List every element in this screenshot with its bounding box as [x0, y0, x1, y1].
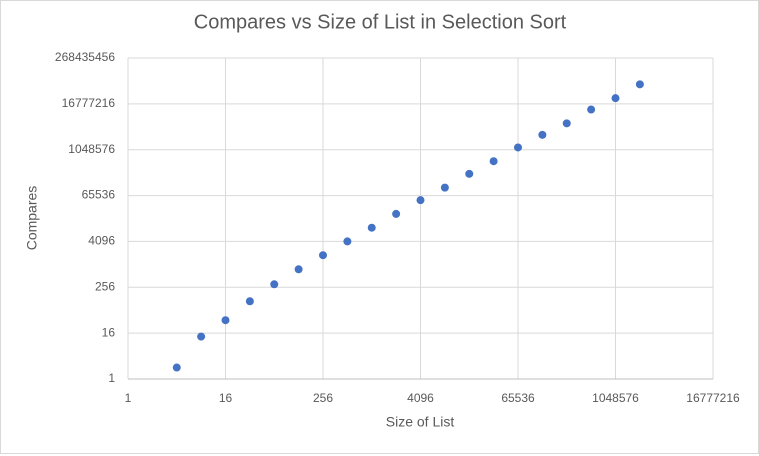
x-tick-label: 16: [219, 391, 233, 405]
x-tick-label: 1: [125, 391, 132, 405]
point: [172, 363, 181, 372]
y-tick-label: 1: [108, 371, 115, 385]
point: [343, 237, 352, 246]
point: [514, 143, 522, 152]
x-axis-label: Size of List: [386, 414, 455, 430]
point: [221, 316, 230, 325]
point: [319, 251, 327, 260]
point: [538, 130, 547, 139]
point: [440, 183, 449, 192]
y-tick-label: 65536: [82, 188, 116, 202]
y-tick-label: 1048576: [68, 142, 115, 156]
point: [392, 209, 401, 218]
point: [465, 169, 474, 178]
point: [294, 265, 303, 274]
point: [367, 223, 376, 232]
point: [245, 297, 254, 306]
x-tick-label: 256: [313, 391, 333, 405]
point: [270, 280, 279, 289]
y-tick-label: 256: [95, 279, 115, 293]
point: [197, 332, 206, 341]
x-tick-label: 16777216: [686, 391, 740, 405]
point: [587, 105, 596, 114]
x-tick-label: 4096: [407, 391, 434, 405]
y-tick-label: 16777216: [62, 96, 116, 110]
y-tick-label: 16: [102, 325, 116, 339]
y-tick-label: 268435456: [55, 50, 115, 64]
point: [635, 80, 644, 89]
point: [489, 157, 498, 166]
y-tick-label: 4096: [88, 234, 115, 248]
point: [562, 119, 571, 128]
x-tick-label: 1048576: [592, 391, 639, 405]
chart-title: Compares vs Size of List in Selection So…: [194, 11, 567, 33]
x-tick-label: 65536: [501, 391, 535, 405]
point: [416, 196, 425, 205]
y-axis-label: Compares: [24, 186, 40, 251]
point: [611, 94, 620, 103]
